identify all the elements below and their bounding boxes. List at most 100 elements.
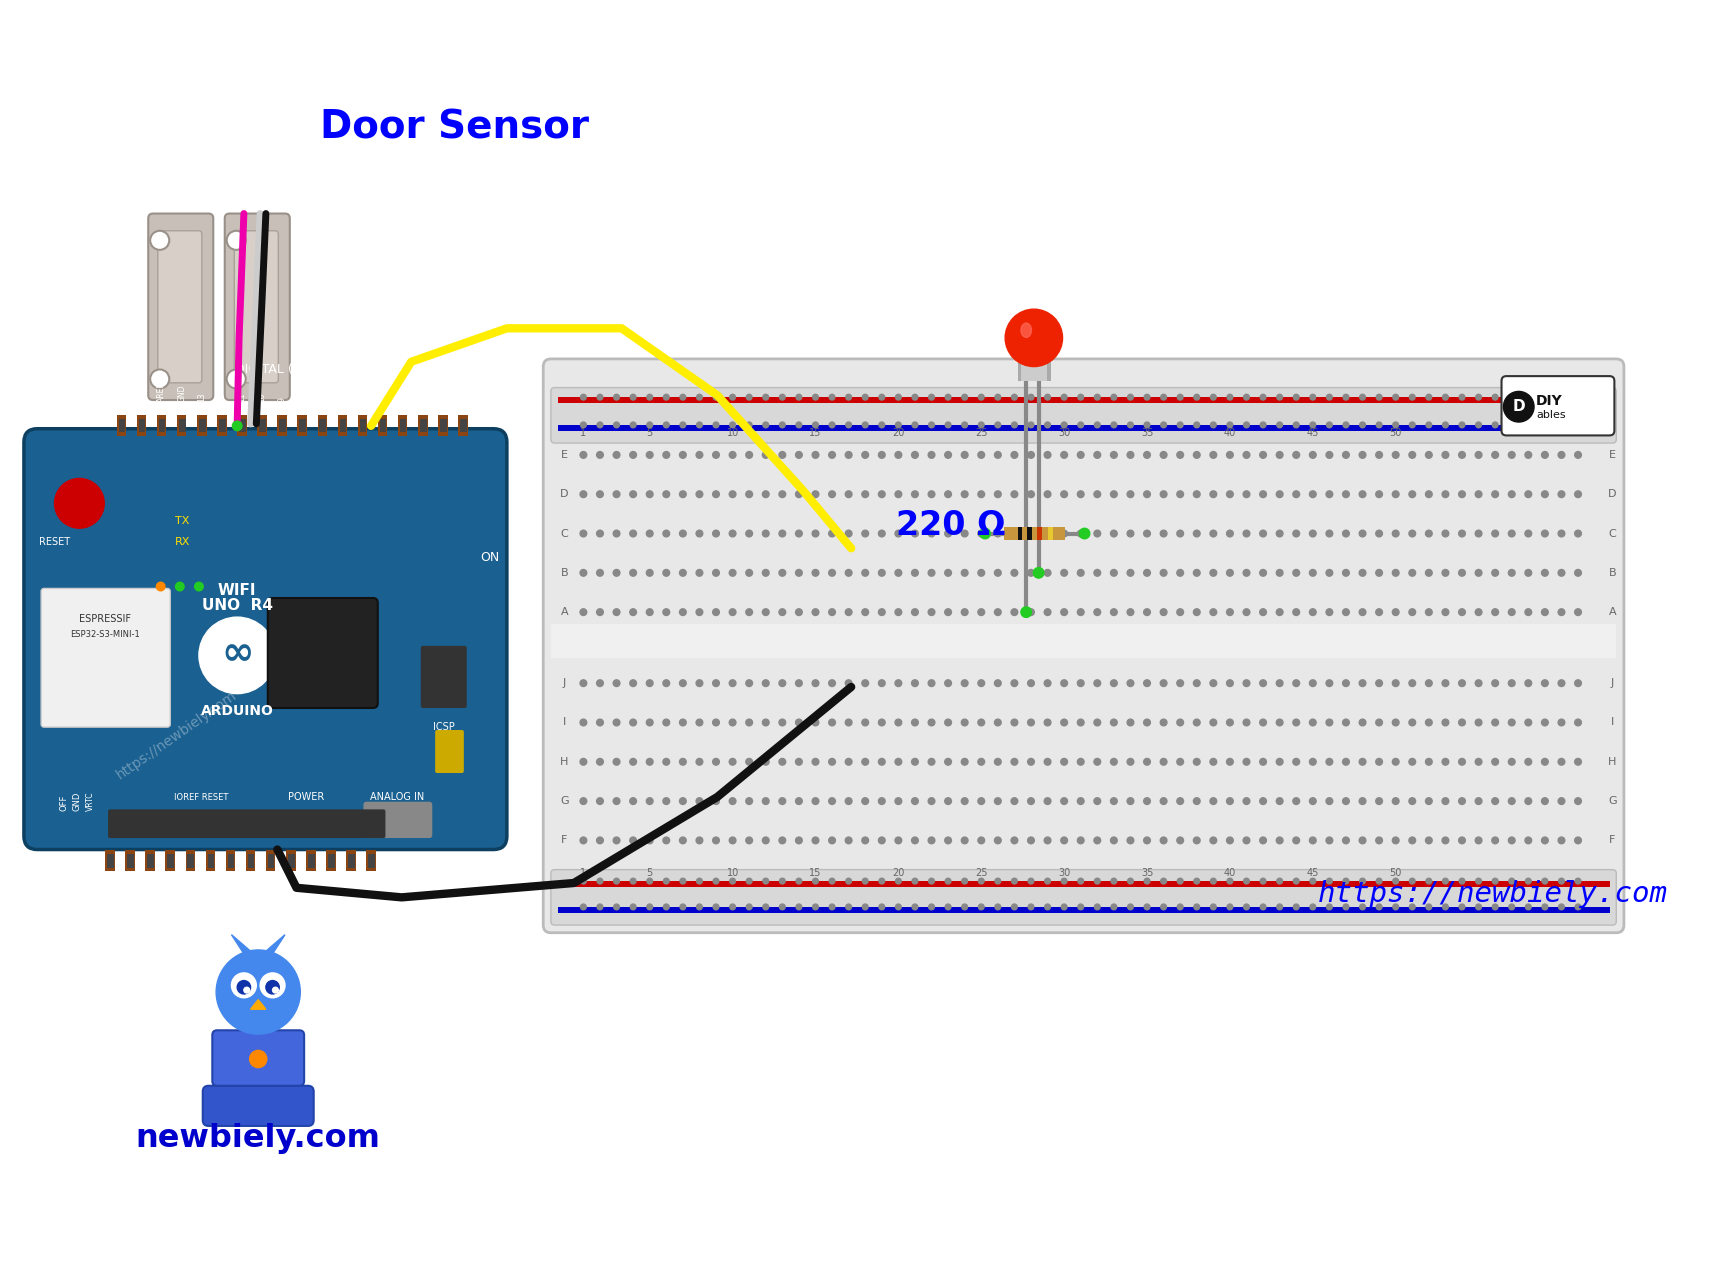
Circle shape <box>266 981 280 994</box>
Circle shape <box>662 490 669 498</box>
Text: 15: 15 <box>809 868 821 878</box>
Bar <box>226 850 235 871</box>
Circle shape <box>1477 878 1482 883</box>
Circle shape <box>1260 394 1266 401</box>
Circle shape <box>1542 837 1547 844</box>
Circle shape <box>1459 570 1466 577</box>
Circle shape <box>712 570 719 577</box>
Circle shape <box>1542 609 1547 615</box>
Bar <box>329 854 335 868</box>
Circle shape <box>679 609 686 615</box>
Circle shape <box>863 904 868 910</box>
Circle shape <box>1260 878 1266 883</box>
Circle shape <box>994 394 1001 401</box>
Circle shape <box>878 837 885 844</box>
Circle shape <box>1260 452 1266 458</box>
Circle shape <box>780 609 785 615</box>
Circle shape <box>762 679 769 687</box>
Bar <box>439 419 446 431</box>
Circle shape <box>1492 837 1499 844</box>
Text: Door Sensor: Door Sensor <box>320 108 590 146</box>
Circle shape <box>662 759 669 765</box>
Circle shape <box>1309 837 1316 844</box>
Circle shape <box>928 490 935 498</box>
Circle shape <box>1044 394 1051 401</box>
Circle shape <box>1359 452 1366 458</box>
Circle shape <box>745 837 752 844</box>
Circle shape <box>232 421 242 430</box>
Circle shape <box>1343 570 1349 577</box>
Circle shape <box>1143 679 1150 687</box>
Text: A: A <box>560 607 569 618</box>
Circle shape <box>597 609 603 615</box>
Bar <box>268 854 275 868</box>
Circle shape <box>579 490 586 498</box>
Circle shape <box>1044 570 1051 577</box>
Circle shape <box>1409 679 1416 687</box>
Circle shape <box>863 878 868 883</box>
Circle shape <box>828 530 835 537</box>
Circle shape <box>1193 609 1200 615</box>
Circle shape <box>1475 797 1482 805</box>
Text: 1: 1 <box>581 429 586 438</box>
Circle shape <box>1492 797 1499 805</box>
Circle shape <box>1508 609 1515 615</box>
Circle shape <box>1492 719 1499 725</box>
Text: SDA: SDA <box>137 386 145 402</box>
Circle shape <box>1110 530 1117 537</box>
Circle shape <box>1094 490 1101 498</box>
Circle shape <box>961 609 968 615</box>
Circle shape <box>1243 759 1250 765</box>
Bar <box>218 415 226 437</box>
Circle shape <box>1558 837 1565 844</box>
Circle shape <box>845 530 852 537</box>
Circle shape <box>1293 422 1298 428</box>
Text: 220 Ω: 220 Ω <box>896 510 1006 542</box>
Circle shape <box>1029 878 1034 883</box>
Circle shape <box>150 231 169 250</box>
Bar <box>128 854 133 868</box>
Circle shape <box>1011 570 1018 577</box>
Circle shape <box>679 394 686 401</box>
Circle shape <box>1575 759 1582 765</box>
Circle shape <box>1409 878 1414 883</box>
Circle shape <box>1228 394 1233 401</box>
Circle shape <box>1409 394 1414 401</box>
Text: ables: ables <box>1535 411 1565 420</box>
Circle shape <box>896 837 903 844</box>
Circle shape <box>1508 452 1515 458</box>
Circle shape <box>629 797 636 805</box>
Circle shape <box>1293 797 1300 805</box>
Circle shape <box>813 679 820 687</box>
Circle shape <box>1509 394 1515 401</box>
Circle shape <box>1508 837 1515 844</box>
Circle shape <box>1409 759 1416 765</box>
Circle shape <box>1160 609 1167 615</box>
Circle shape <box>712 452 719 458</box>
Circle shape <box>1359 878 1366 883</box>
Text: H: H <box>1608 756 1617 767</box>
Circle shape <box>1425 719 1432 725</box>
Circle shape <box>911 679 918 687</box>
Polygon shape <box>251 1000 266 1009</box>
Bar <box>107 854 114 868</box>
Circle shape <box>697 904 702 910</box>
Circle shape <box>1293 394 1298 401</box>
Circle shape <box>1110 759 1117 765</box>
Circle shape <box>780 904 785 910</box>
Circle shape <box>1359 797 1366 805</box>
Circle shape <box>1195 904 1200 910</box>
Circle shape <box>828 490 835 498</box>
Circle shape <box>1326 759 1333 765</box>
FancyBboxPatch shape <box>436 731 463 773</box>
Circle shape <box>1343 759 1349 765</box>
Text: 15: 15 <box>809 429 821 438</box>
Circle shape <box>1409 452 1416 458</box>
Circle shape <box>1110 797 1117 805</box>
Circle shape <box>150 370 169 389</box>
Circle shape <box>1459 679 1466 687</box>
Circle shape <box>1492 422 1497 428</box>
Text: 1: 1 <box>439 397 448 402</box>
Circle shape <box>1193 837 1200 844</box>
Circle shape <box>712 878 719 883</box>
